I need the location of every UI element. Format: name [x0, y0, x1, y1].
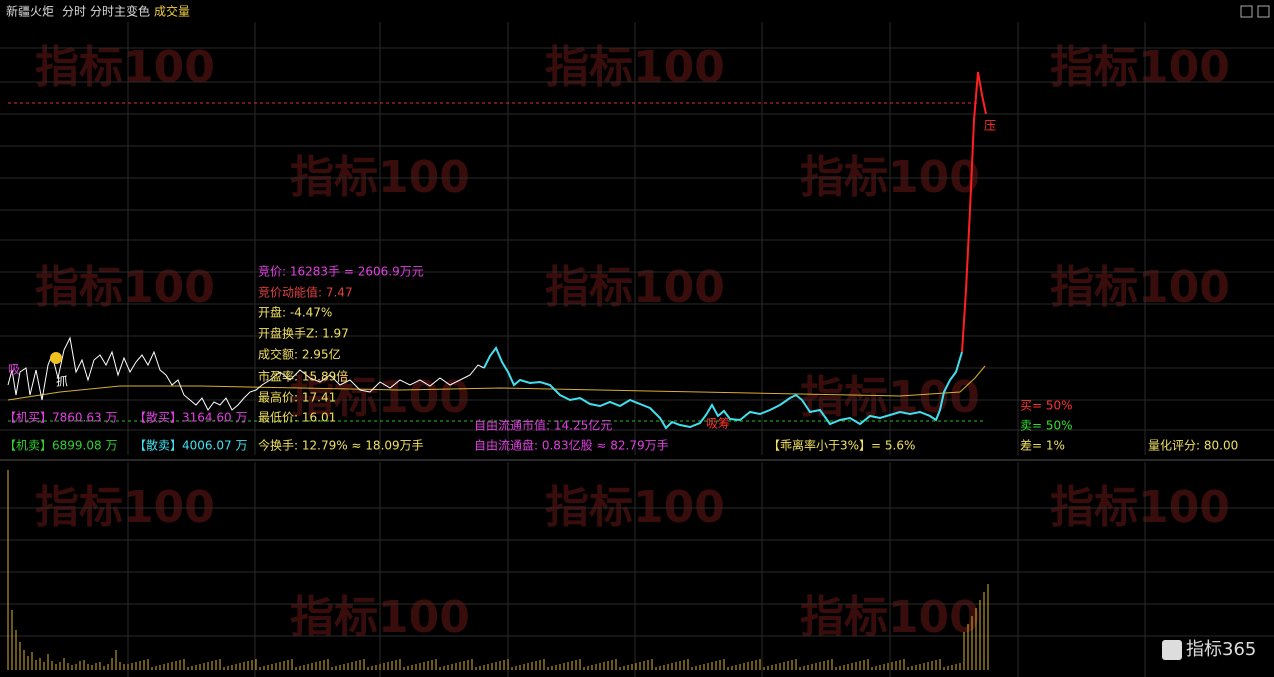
- smile-icon: [50, 352, 62, 364]
- retail-sell: 【散卖】4006.07 万: [134, 438, 247, 453]
- watermark: 指标100: [1050, 262, 1230, 313]
- open: 开盘: -4.47%: [258, 305, 332, 320]
- auction-power: 竞价动能值: 7.47: [258, 285, 353, 300]
- mode: 分时: [62, 5, 86, 19]
- brand: 指标365: [1186, 639, 1256, 660]
- amount: 成交额: 2.95亿: [258, 347, 341, 362]
- absorb-marker: 吸筹: [706, 417, 730, 431]
- average-line: [7, 365, 986, 401]
- watermark: 指标100: [1050, 42, 1230, 93]
- turnover: 今换手: 12.79% ≈ 18.09万手: [258, 438, 424, 453]
- open-turnover: 开盘换手Z: 1.97: [258, 326, 349, 341]
- watermark: 指标100: [35, 42, 215, 93]
- high: 最高价: 17.41: [258, 390, 336, 405]
- brand-logo: [1162, 640, 1182, 660]
- stock-name: 新疆火炬: [6, 4, 54, 19]
- pe: 市盈率: 15.89倍: [258, 369, 348, 384]
- indicator: 分时主变色: [90, 4, 150, 19]
- price-line-surge: [961, 71, 987, 353]
- grab-marker: 抓: [56, 375, 68, 389]
- auction: 竞价: 16283手 = 2606.9万元: [258, 265, 424, 279]
- free-float: 自由流通盘: 0.83亿股 ≈ 82.79万手: [474, 438, 669, 453]
- inst-buy: 【机买】7860.63 万: [4, 411, 117, 425]
- low: 最低价: 16.01: [258, 411, 336, 425]
- retail-buy: 【散买】3164.60 万: [134, 410, 247, 425]
- deviation: 【乖离率小于3%】= 5.6%: [768, 438, 915, 453]
- score: 量化评分: 80.00: [1148, 439, 1238, 453]
- grid: [0, 22, 1274, 677]
- watermark: 指标100: [35, 262, 215, 313]
- press-marker: 压: [984, 119, 996, 133]
- buy-ratio: 买= 50%: [1020, 399, 1073, 413]
- sell-ratio: 卖= 50%: [1020, 419, 1073, 433]
- zoom-button[interactable]: [1240, 5, 1253, 18]
- volume-tab[interactable]: 成交量: [154, 4, 190, 19]
- suck-marker: 吸: [8, 363, 20, 377]
- inst-sell: 【机卖】6899.08 万: [4, 439, 117, 453]
- close-button[interactable]: [1257, 5, 1270, 18]
- price-line: [7, 336, 485, 411]
- volume-bars: [7, 470, 989, 670]
- price-line-up: [483, 346, 963, 430]
- free-cap: 自由流通市值: 14.25亿元: [474, 418, 612, 433]
- diff-ratio: 差= 1%: [1020, 439, 1065, 453]
